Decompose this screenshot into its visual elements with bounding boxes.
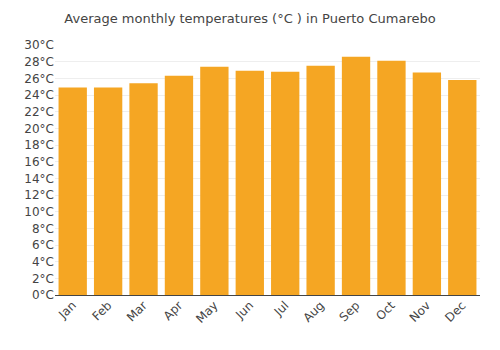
- svg-text:Mar: Mar: [124, 298, 150, 324]
- svg-text:30°C: 30°C: [24, 38, 54, 52]
- svg-text:24°C: 24°C: [24, 88, 54, 102]
- svg-text:4°C: 4°C: [32, 255, 54, 269]
- svg-text:Feb: Feb: [90, 298, 115, 323]
- svg-text:20°C: 20°C: [24, 122, 54, 136]
- svg-text:6°C: 6°C: [32, 238, 54, 252]
- svg-text:Oct: Oct: [373, 298, 398, 323]
- svg-text:Sep: Sep: [337, 298, 363, 324]
- svg-text:2°C: 2°C: [32, 272, 54, 286]
- svg-text:Apr: Apr: [161, 298, 186, 323]
- svg-text:Aug: Aug: [301, 298, 327, 324]
- svg-text:22°C: 22°C: [24, 105, 54, 119]
- svg-text:10°C: 10°C: [24, 205, 54, 219]
- svg-text:26°C: 26°C: [24, 72, 54, 86]
- svg-text:Jul: Jul: [271, 298, 292, 319]
- svg-text:Dec: Dec: [442, 298, 468, 324]
- svg-text:Nov: Nov: [407, 298, 433, 324]
- svg-text:16°C: 16°C: [24, 155, 54, 169]
- svg-text:Jan: Jan: [55, 298, 79, 322]
- svg-text:12°C: 12°C: [24, 188, 54, 202]
- svg-text:0°C: 0°C: [32, 288, 54, 302]
- svg-text:8°C: 8°C: [32, 222, 54, 236]
- svg-text:14°C: 14°C: [24, 172, 54, 186]
- svg-text:Average monthly temperatures (: Average monthly temperatures (°C ) in Pu…: [64, 11, 435, 26]
- svg-text:28°C: 28°C: [24, 55, 54, 69]
- svg-text:18°C: 18°C: [24, 138, 54, 152]
- svg-text:May: May: [193, 298, 220, 325]
- svg-text:Jun: Jun: [232, 298, 256, 322]
